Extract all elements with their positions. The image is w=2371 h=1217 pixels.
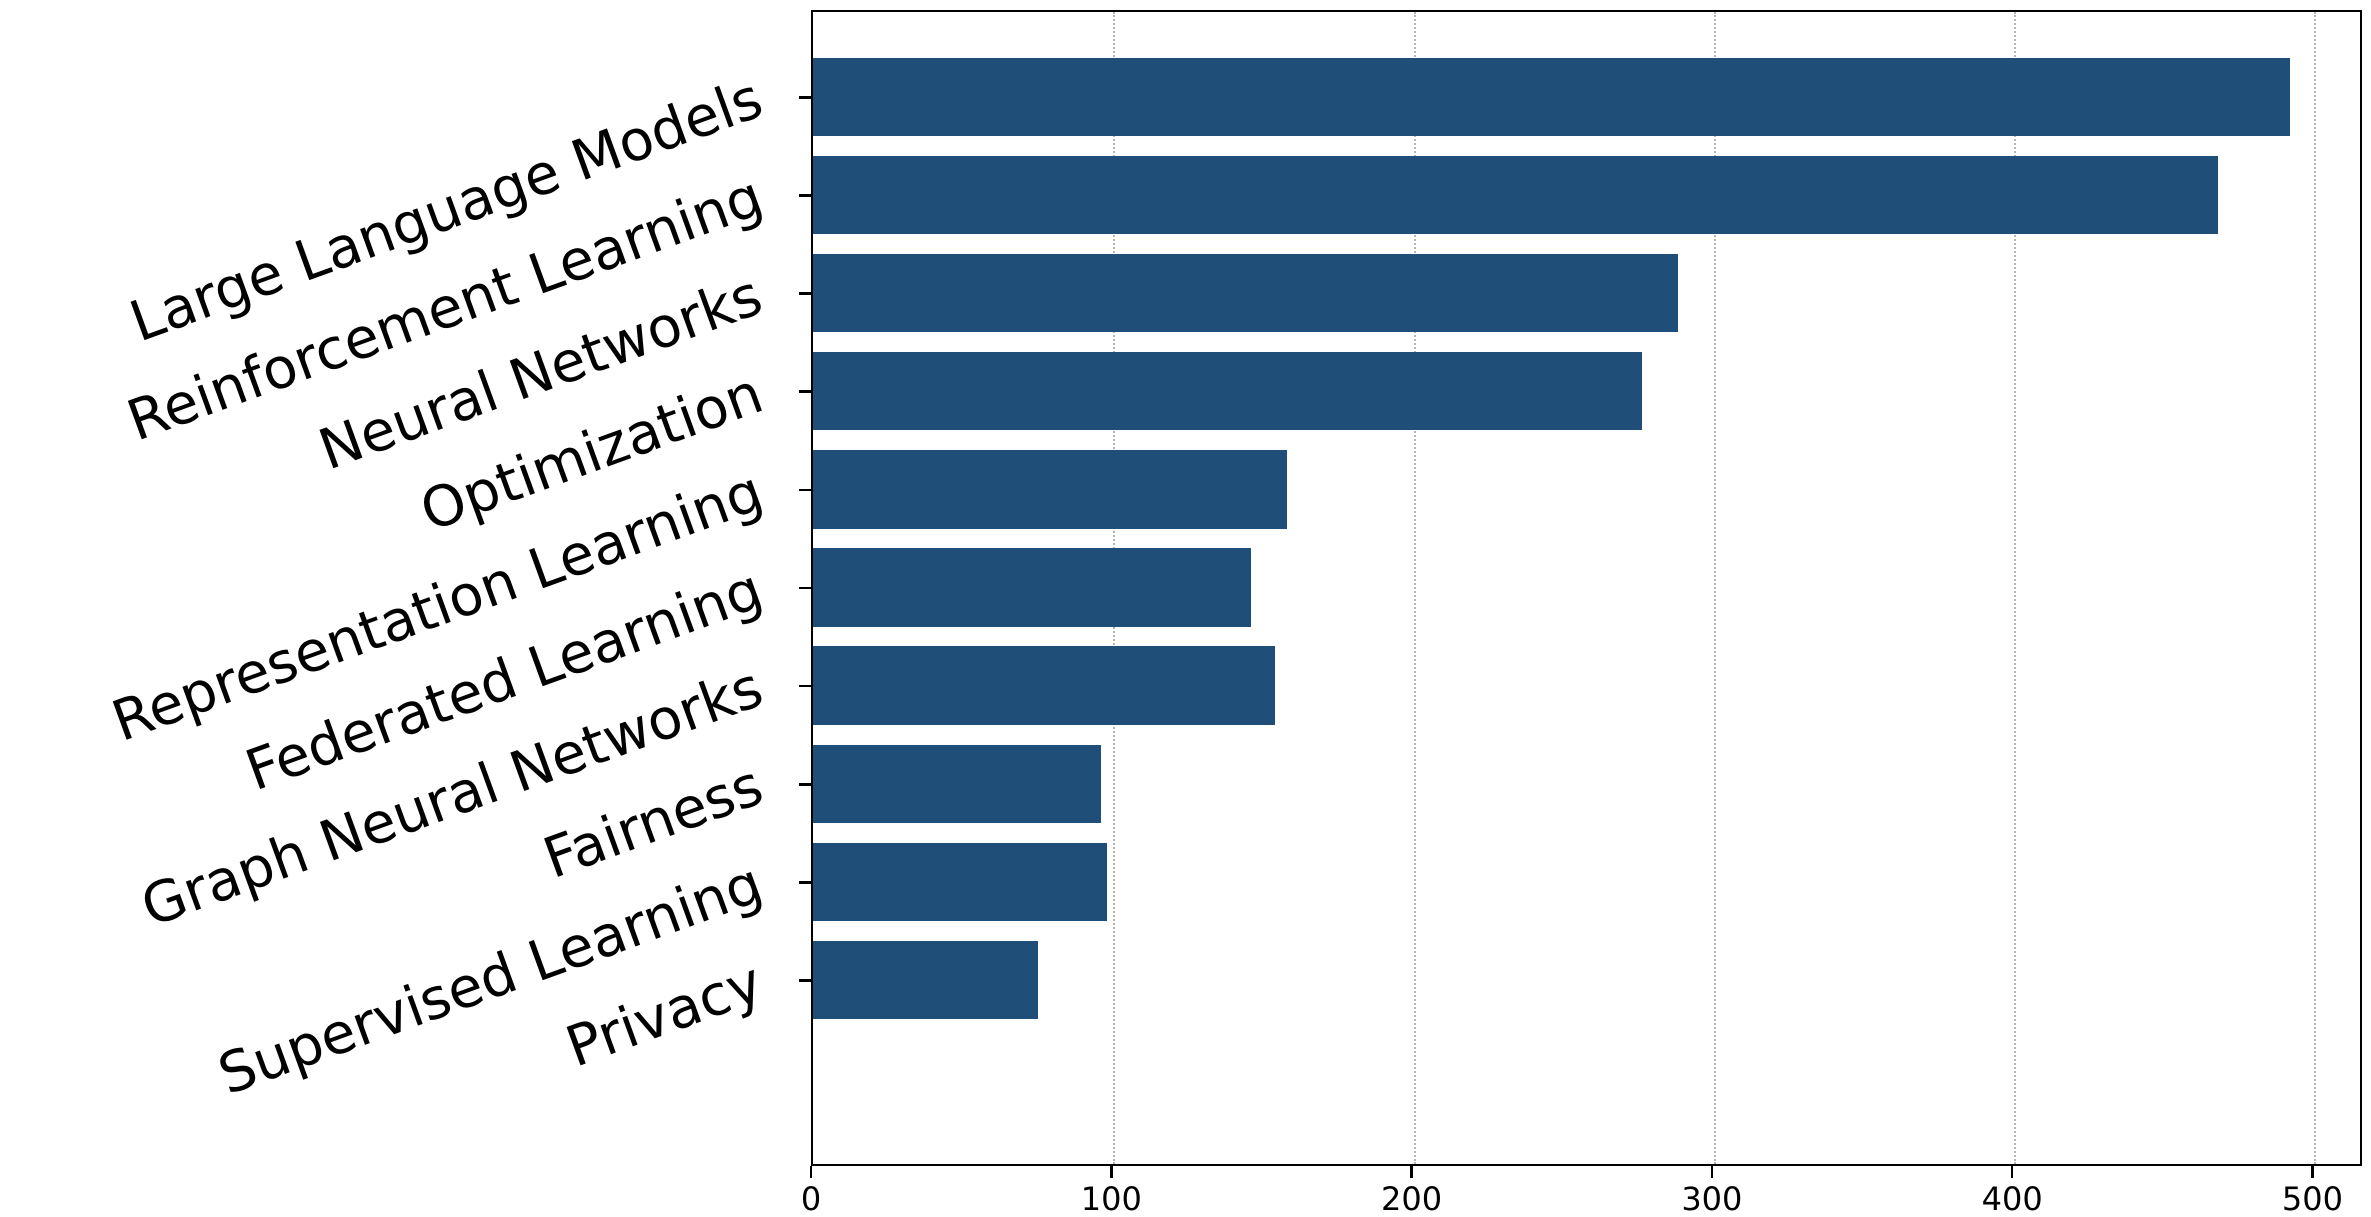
x-tick-label-100: 100 <box>1080 1180 1142 1217</box>
x-tick-mark-300 <box>1710 1166 1714 1178</box>
y-tick-mark <box>799 881 811 884</box>
x-tick-label-500: 500 <box>2281 1180 2343 1217</box>
x-tick-label-200: 200 <box>1381 1180 1443 1217</box>
y-tick-mark <box>799 488 811 492</box>
bar-large-language-models <box>813 57 2291 137</box>
x-tick-mark-400 <box>2010 1166 2014 1178</box>
y-tick-mark <box>799 96 811 99</box>
bar-neural-networks <box>813 253 1678 333</box>
x-tick-mark-500 <box>2311 1166 2314 1178</box>
bar-fairness <box>813 744 1102 823</box>
bar-optimization <box>813 351 1642 431</box>
x-tick-label-0: 0 <box>800 1180 822 1217</box>
bar-privacy <box>813 940 1039 1020</box>
y-tick-mark <box>799 783 811 786</box>
bar-graph-neural-networks <box>813 646 1276 725</box>
bar-federated-learning <box>813 548 1252 627</box>
y-tick-mark <box>799 390 811 393</box>
x-tick-mark-100 <box>1110 1166 1113 1178</box>
x-tick-label-400: 400 <box>1981 1180 2043 1217</box>
y-tick-mark <box>799 292 811 295</box>
gridline-x-400 <box>2014 12 2017 1164</box>
x-tick-mark-200 <box>1410 1166 1413 1178</box>
gridline-x-300 <box>1713 12 1716 1164</box>
bar-representation-learning <box>813 450 1288 529</box>
plot-area <box>811 10 2362 1166</box>
gridline-x-200 <box>1413 12 1416 1164</box>
x-tick-mark-0 <box>809 1166 813 1178</box>
y-tick-mark <box>799 586 811 590</box>
y-tick-mark <box>799 684 811 688</box>
y-tick-mark <box>799 194 811 197</box>
gridline-x-500 <box>2314 12 2317 1164</box>
y-tick-mark <box>799 979 811 982</box>
bar-reinforcement-learning <box>813 155 2219 235</box>
x-tick-label-300: 300 <box>1681 1180 1743 1217</box>
bar-supervised-learning <box>813 842 1108 922</box>
